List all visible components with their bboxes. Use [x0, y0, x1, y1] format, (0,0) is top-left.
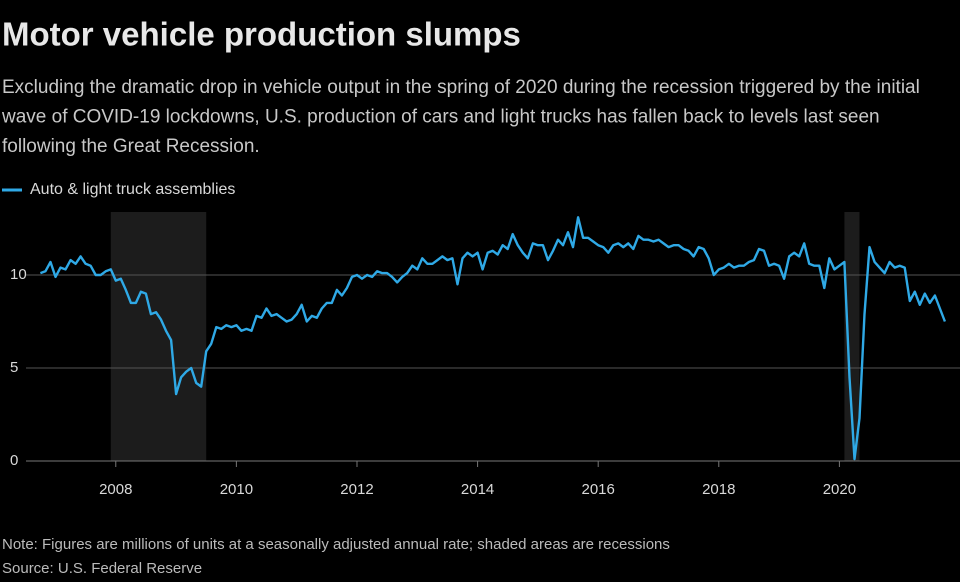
- legend-label: Auto & light truck assemblies: [30, 181, 235, 198]
- y-tick-label: 5: [10, 359, 18, 376]
- subtitle: Excluding the dramatic drop in vehicle o…: [1, 77, 920, 157]
- x-tick-label: 2016: [582, 481, 615, 498]
- x-tick-label: 2010: [220, 481, 253, 498]
- x-tick-label: 2014: [461, 481, 494, 498]
- y-tick-label: 10: [10, 266, 27, 283]
- source: Source: U.S. Federal Reserve: [2, 560, 202, 577]
- x-tick-label: 2008: [99, 481, 132, 498]
- x-tick-label: 2020: [823, 481, 856, 498]
- recession-shade: [110, 212, 207, 461]
- note: Note: Figures are millions of units at a…: [2, 536, 670, 553]
- recession-shade: [844, 212, 860, 461]
- x-tick-label: 2018: [702, 481, 735, 498]
- y-tick-label: 0: [10, 452, 18, 469]
- x-tick-label: 2012: [340, 481, 373, 498]
- data-line: [39, 216, 947, 461]
- chart-title: Motor vehicle production slumps: [2, 16, 521, 53]
